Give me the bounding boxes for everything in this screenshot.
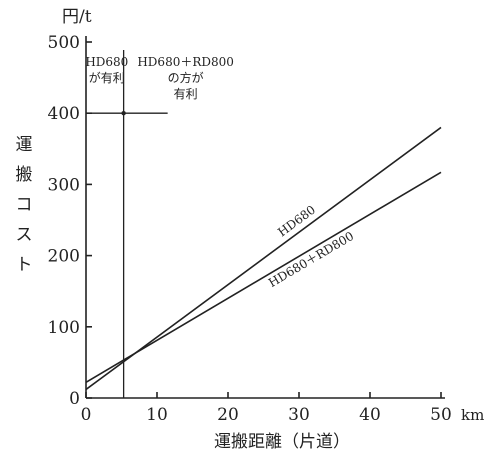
annotation-line: 有利 <box>174 87 198 101</box>
annotation-line: が有利 <box>89 70 125 85</box>
x-tick-label: 40 <box>359 405 381 425</box>
y-tick-label: 100 <box>48 318 80 338</box>
x-tick-label: 10 <box>146 405 168 425</box>
x-unit: km <box>461 406 484 424</box>
annotation-right-region: HD680＋RD800 の方が有利 <box>137 55 234 101</box>
annotation-left-region: HD680 が有利 <box>85 55 128 85</box>
y-tick-label: 300 <box>48 175 80 195</box>
y-axis-title: 運搬コスト <box>16 135 33 275</box>
x-tick-label: 30 <box>288 405 310 425</box>
x-tick-label: 20 <box>217 405 239 425</box>
y-axis-title-char: 運 <box>16 135 33 155</box>
x-tick-label: 50 <box>430 405 452 425</box>
y-tick-label: 200 <box>48 247 80 267</box>
series-line <box>85 126 442 391</box>
y-unit: 円/t <box>62 7 92 27</box>
annotation-dot <box>121 111 126 116</box>
y-axis-title-char: コ <box>16 195 33 215</box>
y-axis-title-char: ス <box>16 225 33 245</box>
series-line <box>85 171 442 384</box>
y-tick-label: 500 <box>48 33 80 53</box>
y-tick-label: 400 <box>48 104 80 124</box>
y-axis-title-char: 搬 <box>16 165 33 185</box>
annotation-line: HD680＋RD800 <box>137 55 234 69</box>
x-tick-label: 0 <box>81 405 92 425</box>
series-label-hd680-rd800: HD680＋RD800 <box>266 229 356 290</box>
x-axis-title: 運搬距離（片道） <box>214 432 350 452</box>
chart-labels: 円/t km 運搬距離（片道） 運搬コスト HD680 が有利 HD680＋RD8… <box>16 7 485 452</box>
annotation-markers <box>86 50 168 398</box>
y-axis-title-char: ト <box>16 255 33 275</box>
y-tick-label: 0 <box>69 389 80 409</box>
axes <box>85 36 445 399</box>
annotation-line: HD680 <box>85 55 128 69</box>
annotation-line: の方が <box>168 70 204 85</box>
